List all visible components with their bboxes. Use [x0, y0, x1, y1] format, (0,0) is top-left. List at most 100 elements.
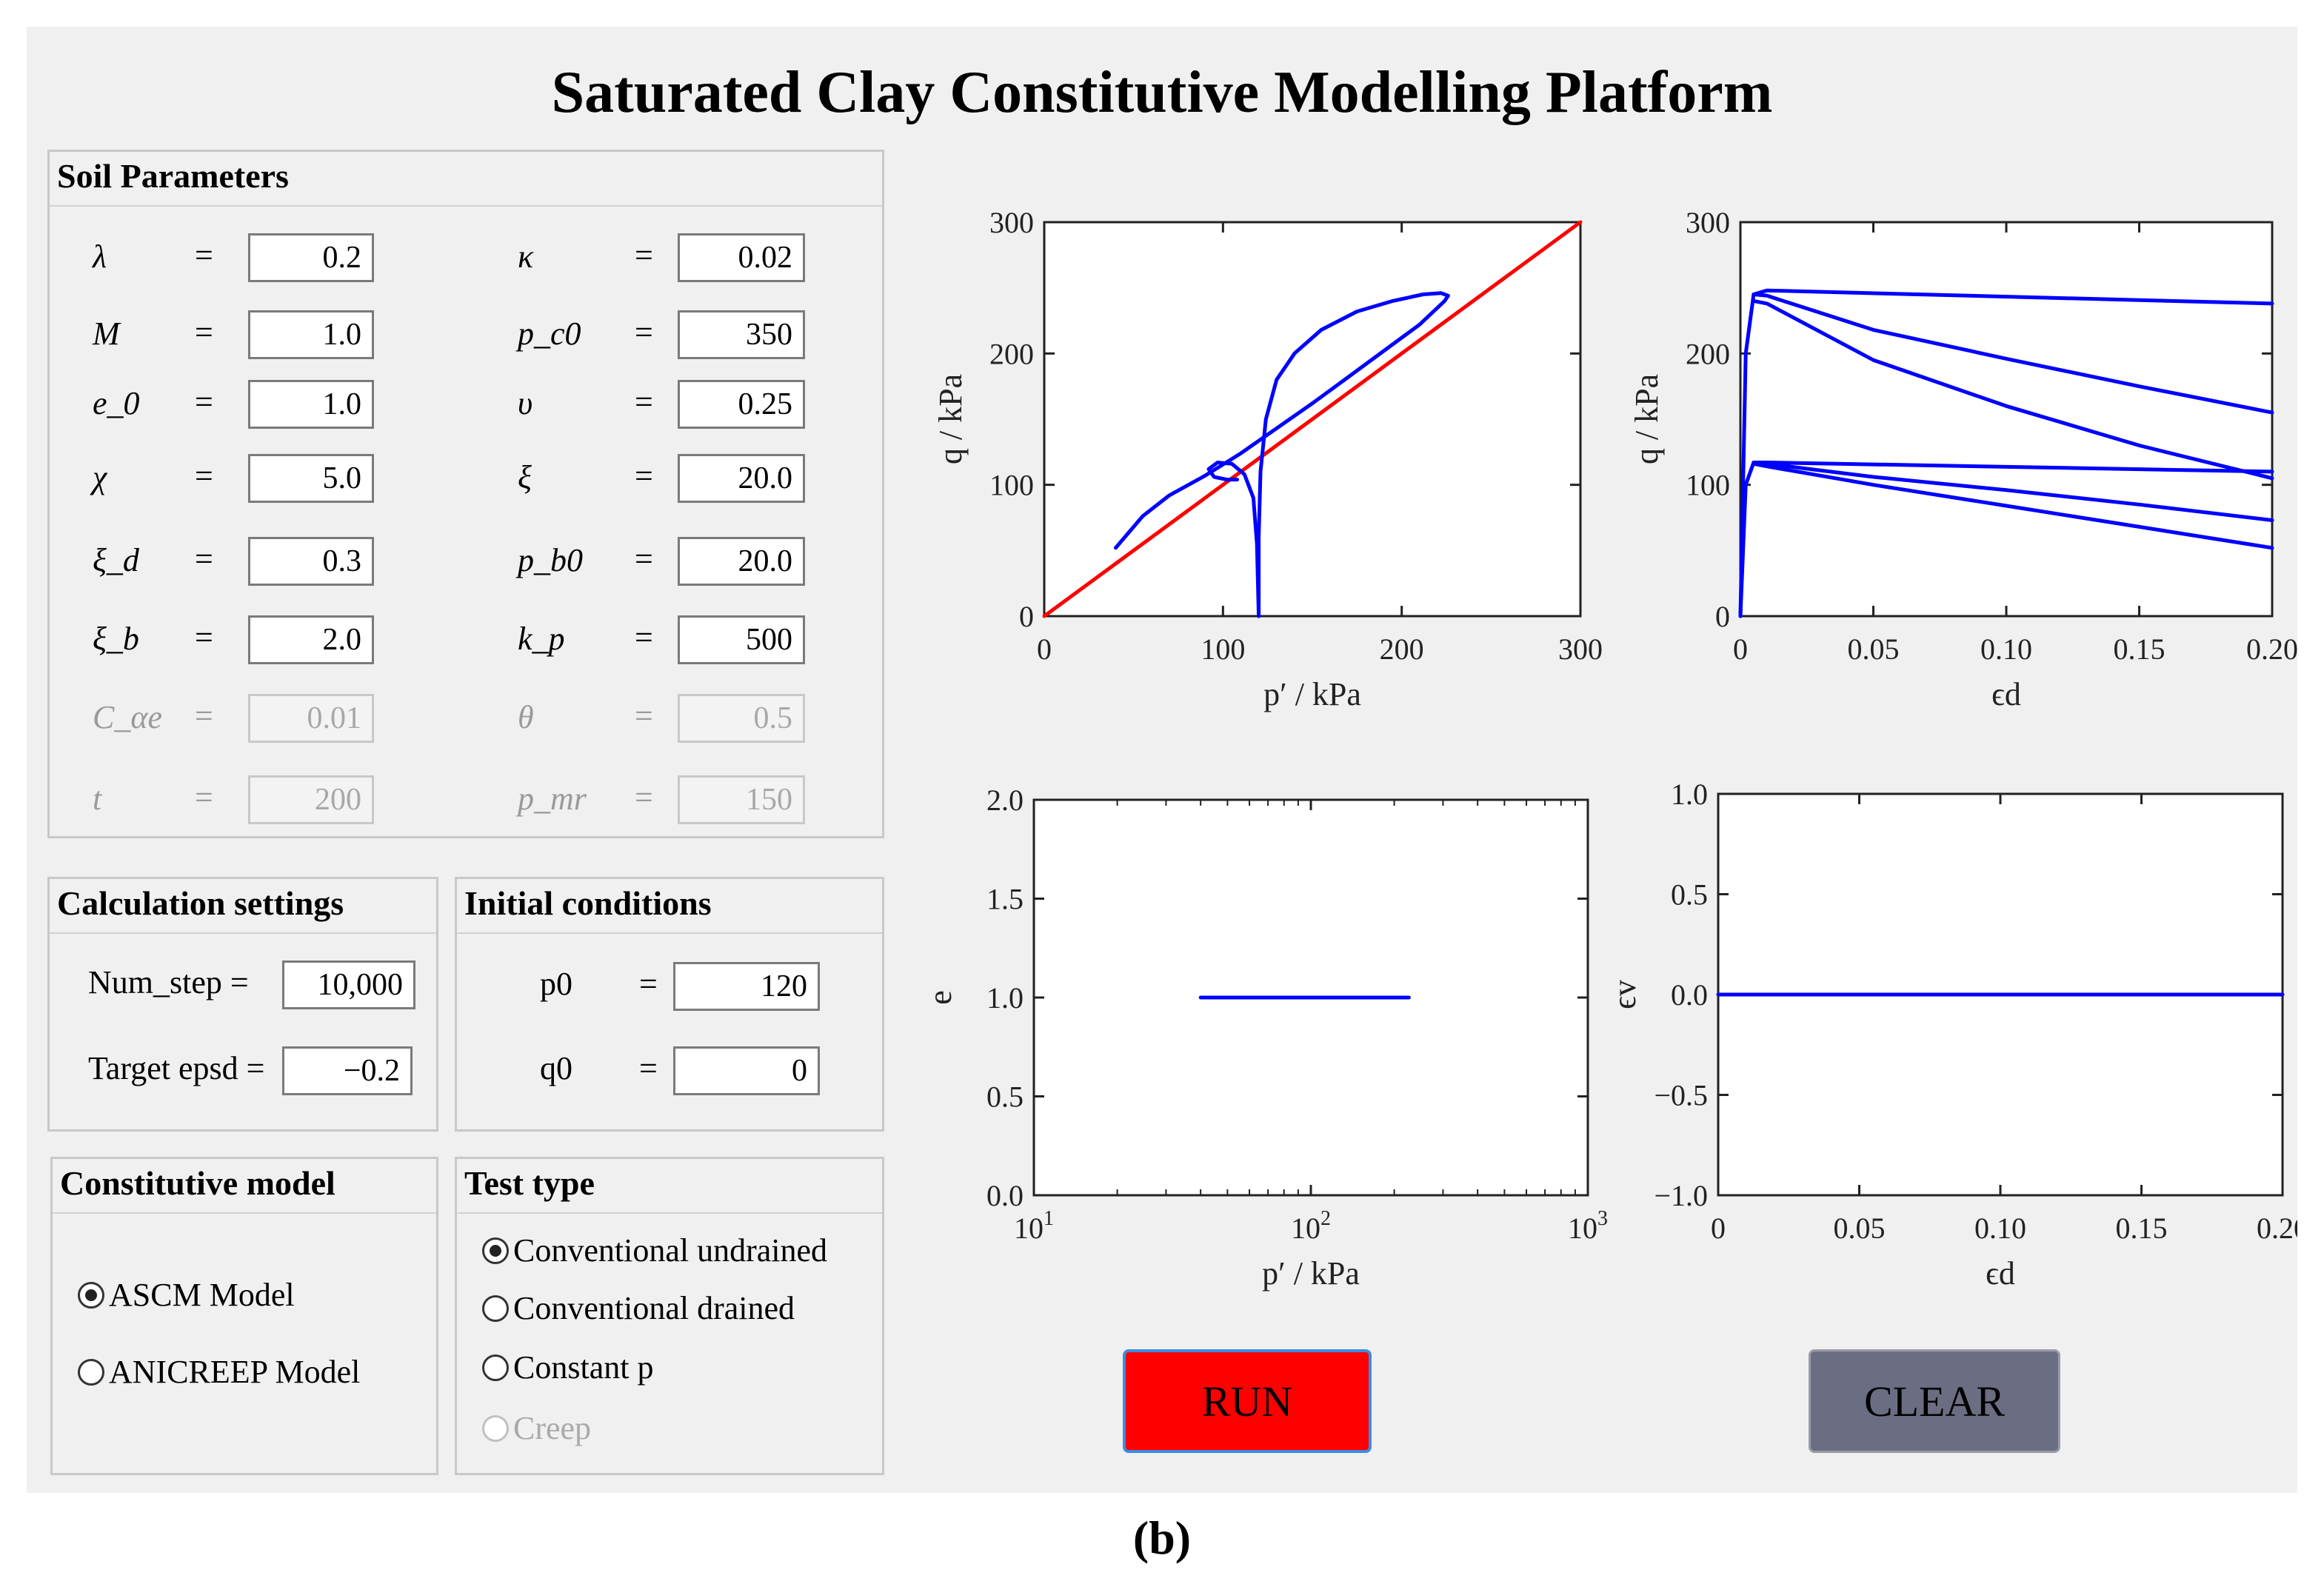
calculation-settings-panel: Calculation settings Num_step = 10,000 T…: [47, 877, 438, 1132]
equals-sign: =: [195, 698, 213, 734]
q0-input[interactable]: 0: [673, 1046, 820, 1095]
param-label: κ: [518, 238, 534, 275]
radio-option[interactable]: Conventional undrained: [482, 1232, 827, 1269]
num-step-label: Num_step =: [88, 964, 249, 1000]
equals-sign: =: [195, 779, 213, 815]
x-tick-exponent: 1: [1044, 1207, 1054, 1230]
x-tick-label: 0.15: [2116, 1212, 2168, 1245]
initial-conditions-title: Initial conditions: [464, 884, 712, 922]
y-tick-label: 1.0: [1671, 778, 1708, 811]
x-axis-label: p′ / kPa: [1262, 1255, 1360, 1292]
param-input[interactable]: 0.25: [678, 380, 805, 429]
x-tick-label: 100: [1201, 632, 1245, 666]
param-input[interactable]: 20.0: [678, 454, 805, 503]
app-window: Saturated Clay Constitutive Modelling Pl…: [27, 27, 2297, 1493]
chart-epsd-epsv: 0 0.05 0.10 0.15 0.20 −1.0 −0.5 0.0 0.5 1.0 ϵd ϵv: [1606, 778, 2297, 1292]
initial-conditions-panel: Initial conditions p0 = 120 q0 = 0: [455, 877, 884, 1132]
equals-sign: =: [195, 458, 213, 494]
radio-label: Conventional drained: [513, 1290, 795, 1326]
panel-divider: [50, 932, 436, 934]
series-line: [1752, 298, 2274, 481]
param-input[interactable]: 350: [678, 310, 805, 359]
param-input[interactable]: 500: [678, 615, 805, 664]
clear-button[interactable]: CLEAR: [1809, 1349, 2060, 1453]
panel-divider: [457, 1212, 882, 1214]
x-tick-label: 0: [1711, 1212, 1726, 1245]
run-button[interactable]: RUN: [1123, 1349, 1372, 1453]
x-tick-label: 0.05: [1834, 1212, 1886, 1245]
num-step-input[interactable]: 10,000: [282, 960, 415, 1009]
param-label: ξ: [518, 459, 532, 495]
param-input[interactable]: 0.3: [248, 537, 374, 586]
y-tick-label: 0.5: [986, 1080, 1024, 1114]
param-input: 0.01: [248, 694, 374, 743]
constitutive-model-title: Constitutive model: [60, 1164, 335, 1202]
radio-empty-icon: [482, 1354, 509, 1381]
y-tick-label: 0: [1715, 600, 1730, 633]
equals-sign: =: [635, 237, 653, 273]
equals-sign: =: [639, 1050, 658, 1086]
series-line: [1042, 220, 1583, 618]
radio-label: ANICREEP Model: [109, 1354, 361, 1390]
radio-option[interactable]: Constant p: [482, 1349, 653, 1386]
figure-caption: (b): [1132, 1511, 1192, 1564]
page-title: Saturated Clay Constitutive Modelling Pl…: [551, 60, 1773, 125]
x-tick-label: 0: [1037, 632, 1052, 666]
equals-sign: =: [195, 237, 213, 273]
y-axis-label: ϵv: [1606, 980, 1643, 1009]
param-input[interactable]: 5.0: [248, 454, 374, 503]
y-tick-label: 0.5: [1671, 878, 1708, 912]
param-input[interactable]: 1.0: [248, 380, 374, 429]
equals-sign: =: [195, 314, 213, 350]
param-label: k_p: [518, 621, 565, 657]
param-input[interactable]: 0.2: [248, 233, 374, 282]
y-tick-label: 100: [1686, 469, 1730, 502]
panel-divider: [457, 932, 882, 934]
radio-option[interactable]: ASCM Model: [78, 1276, 295, 1314]
chart-p-q: 0 100 200 300 0 100 200 300 p′ / kPa q / kPa: [932, 206, 1603, 712]
equals-sign: =: [635, 698, 653, 734]
param-input: 0.5: [678, 694, 805, 743]
target-epsd-input[interactable]: −0.2: [282, 1046, 413, 1095]
equals-sign: =: [639, 966, 658, 1002]
equals-sign: =: [195, 619, 213, 655]
x-tick-label: 0.10: [1980, 632, 2032, 666]
y-tick-label: 200: [1686, 337, 1730, 370]
param-label: ξ_b: [93, 621, 139, 657]
param-input[interactable]: 2.0: [248, 615, 374, 664]
x-tick-label: 101: [1014, 1207, 1054, 1245]
param-label: p_mr: [518, 781, 587, 817]
param-input[interactable]: 20.0: [678, 537, 805, 586]
param-label: p_b0: [518, 542, 583, 578]
param-input: 200: [248, 775, 374, 824]
series-line: [1752, 293, 2274, 415]
y-axis-label: q / kPa: [932, 374, 969, 464]
equals-sign: =: [195, 541, 213, 577]
radio-option[interactable]: Conventional drained: [482, 1289, 795, 1327]
radio-selected-icon: [78, 1281, 104, 1309]
y-tick-label: 200: [989, 337, 1034, 370]
target-epsd-label: Target epsd =: [88, 1050, 265, 1086]
param-input[interactable]: 1.0: [248, 310, 374, 359]
radio-option[interactable]: ANICREEP Model: [78, 1353, 360, 1391]
test-type-title: Test type: [464, 1164, 595, 1202]
y-axis-label: q / kPa: [1629, 374, 1665, 464]
param-label: υ: [518, 385, 533, 421]
equals-sign: =: [635, 314, 653, 350]
equals-sign: =: [195, 384, 213, 420]
x-axis-label: ϵd: [1991, 676, 2021, 712]
x-tick-label: 103: [1568, 1207, 1608, 1245]
radio-option: Creep: [482, 1409, 591, 1447]
param-input[interactable]: 0.02: [678, 233, 805, 282]
x-tick-exponent: 2: [1320, 1207, 1331, 1230]
param-label: C_αe: [93, 699, 162, 735]
param-label: e_0: [93, 385, 140, 421]
equals-sign: =: [635, 619, 653, 655]
param-label: M: [93, 315, 120, 352]
equals-sign: =: [635, 541, 653, 577]
param-label: λ: [93, 238, 107, 275]
chart-epsd-q: 0 0.05 0.10 0.15 0.20 0 100 200 300 ϵd q / kPa: [1629, 206, 2297, 712]
y-tick-label: 0.0: [986, 1179, 1024, 1212]
series-line: [1752, 461, 2274, 522]
p0-input[interactable]: 120: [673, 962, 820, 1011]
